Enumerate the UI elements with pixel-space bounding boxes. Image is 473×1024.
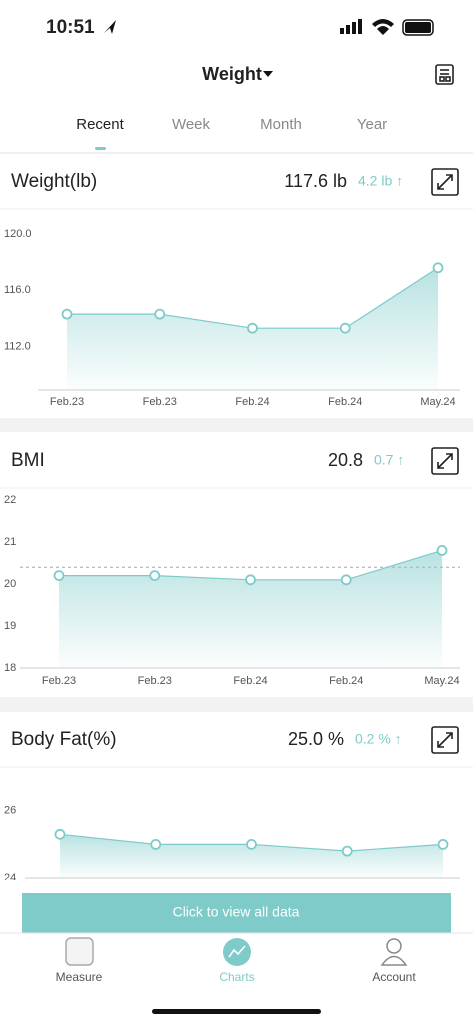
point xyxy=(341,845,353,857)
y-tick-label: 20 xyxy=(4,578,16,590)
y-tick-label: 22 xyxy=(4,494,16,506)
point xyxy=(432,262,444,274)
expand-icon xyxy=(437,453,453,469)
change-value: 4.2 lb ↑ xyxy=(358,173,403,189)
x-tick-label: Feb.24 xyxy=(233,675,267,687)
expand-icon xyxy=(437,732,453,748)
battery-level xyxy=(405,22,431,33)
separator xyxy=(0,418,473,432)
chart-plot: 26 24 xyxy=(4,805,460,884)
expand-button[interactable] xyxy=(431,168,459,196)
expand-button[interactable] xyxy=(431,726,459,754)
point xyxy=(54,828,66,840)
point xyxy=(436,545,448,556)
tab-bar-label[interactable]: Measure xyxy=(56,970,103,984)
wifi-icon xyxy=(372,19,394,35)
x-tick-label: Feb.23 xyxy=(143,396,177,408)
tab-bar-label[interactable]: Account xyxy=(372,970,416,984)
tab-bar-label-active[interactable]: Charts xyxy=(219,970,254,984)
tab[interactable]: Month xyxy=(260,116,302,133)
report-icon[interactable] xyxy=(435,64,454,85)
chart-plot: 120.0 116.0 112.0 Feb.23 Feb.23 Feb.24 Feb.24 M… xyxy=(4,228,460,408)
tab[interactable]: Week xyxy=(172,116,211,133)
expand-button[interactable] xyxy=(431,447,459,475)
point xyxy=(437,839,449,850)
x-tick-label: Feb.24 xyxy=(235,396,269,408)
card-title: Weight(lb) xyxy=(11,171,97,192)
y-tick-label: 116.0 xyxy=(4,284,31,296)
point xyxy=(149,570,161,581)
change-value: 0.7 ↑ xyxy=(374,452,404,468)
dropdown-arrow[interactable] xyxy=(263,71,273,77)
current-value: 117.6 lb xyxy=(284,171,347,191)
y-tick-label: 120.0 xyxy=(4,228,32,240)
y-tick-label: 18 xyxy=(4,662,16,674)
y-tick-label: 21 xyxy=(4,536,16,548)
x-tick-label: Feb.23 xyxy=(50,396,84,408)
point xyxy=(154,308,166,320)
point xyxy=(53,570,65,581)
change-value: 0.2 % ↑ xyxy=(355,731,402,747)
current-value: 25.0 % xyxy=(288,729,344,749)
point xyxy=(339,322,351,334)
y-tick-label: 112.0 xyxy=(4,340,31,352)
view-all-button[interactable] xyxy=(22,893,451,933)
point xyxy=(245,574,256,586)
x-tick-label: May.24 xyxy=(420,396,455,408)
point xyxy=(61,308,73,320)
x-tick-label: Feb.24 xyxy=(329,675,363,687)
y-tick-label: 19 xyxy=(4,620,16,632)
card-title: BMI xyxy=(11,450,45,471)
home-indicator xyxy=(152,1009,321,1014)
y-tick-label: 26 xyxy=(4,805,16,817)
view-all-label[interactable]: Click to view all data xyxy=(173,904,300,920)
account-icon[interactable] xyxy=(386,938,402,954)
separator xyxy=(0,697,473,712)
location-icon xyxy=(104,20,116,34)
current-value: 20.8 xyxy=(328,450,363,470)
measure-icon[interactable] xyxy=(65,937,94,966)
status-time: 10:51 xyxy=(46,17,95,38)
expand-icon xyxy=(437,174,453,190)
tab[interactable]: Year xyxy=(357,116,387,133)
battery-icon xyxy=(402,19,434,36)
point xyxy=(150,839,162,850)
charts-icon-line xyxy=(228,945,246,958)
x-tick-label: Feb.23 xyxy=(42,675,76,687)
card-title: Body Fat(%) xyxy=(11,729,117,750)
page-title[interactable]: Weight xyxy=(202,64,262,84)
separator xyxy=(0,152,473,154)
account-icon-body xyxy=(380,955,408,966)
chart-plot: 22 21 20 19 18 Feb.23 Feb.23 Feb.24 Feb.24 May.24 xyxy=(4,494,460,687)
signal-icon xyxy=(340,19,362,34)
y-tick-label: 24 xyxy=(4,872,16,884)
x-tick-label: Feb.23 xyxy=(138,675,172,687)
tab-active[interactable]: Recent xyxy=(76,116,124,133)
point xyxy=(340,574,352,586)
point xyxy=(247,322,258,334)
point xyxy=(246,839,257,850)
x-tick-label: Feb.24 xyxy=(328,396,362,408)
tab-indicator xyxy=(95,147,106,150)
x-tick-label: May.24 xyxy=(424,675,459,687)
